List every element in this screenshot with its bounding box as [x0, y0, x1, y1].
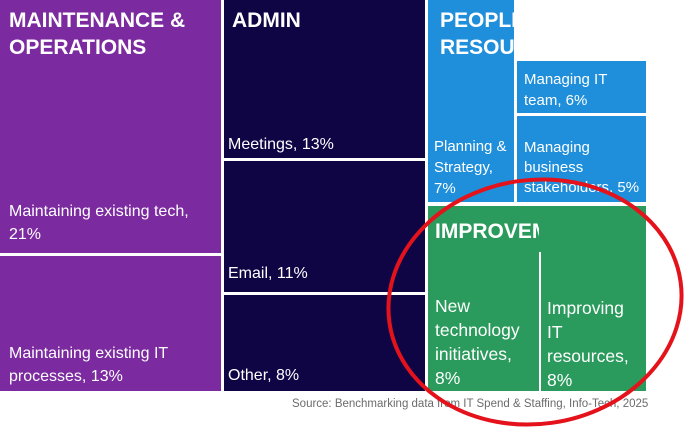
leaf-improving-it-resources: Improving IT resources, 8% — [541, 206, 646, 391]
group-title-admin: ADMIN — [232, 9, 301, 32]
leaf-managing-business-stakeholders: Managing business stakeholders, 5% — [517, 116, 646, 202]
leaf-new-technology-initiatives: IMPROVEMENT New technology initiatives, … — [428, 206, 591, 391]
leaf-managing-it-team: Managing IT team, 6% — [517, 61, 646, 113]
group-title-people-resources: PEOPLE & RESOURCES — [440, 9, 574, 59]
source-note: Source: Benchmarking data from IT Spend … — [292, 398, 649, 410]
leaf-label-email: Email, 11% — [228, 265, 308, 282]
improvement-header-fill — [539, 206, 541, 252]
leaf-label-managing-business-stakeholders: Managing business stakeholders, 5% — [524, 139, 640, 196]
leaf-label-maintaining-existing-tech: Maintaining existing tech, 21% — [9, 203, 189, 243]
leaf-maintaining-existing-it-processes: Maintaining existing IT processes, 13% — [0, 256, 221, 391]
leaf-meetings: ADMIN Meetings, 13% — [224, 0, 425, 158]
leaf-maintaining-existing-tech: MAINTENANCE & OPERATIONS Maintaining exi… — [0, 0, 221, 253]
leaf-label-improving-it-resources: Improving IT resources, 8% — [547, 298, 629, 390]
leaf-label-new-technology-initiatives: New technology initiatives, 8% — [435, 296, 520, 388]
leaf-label-managing-it-team: Managing IT team, 6% — [524, 71, 608, 109]
group-title-maintenance-operations: MAINTENANCE & OPERATIONS — [9, 9, 186, 59]
leaf-label-other: Other, 8% — [228, 367, 300, 384]
leaf-label-planning-strategy: Planning & Strategy, 7% — [434, 138, 507, 197]
leaf-email: Email, 11% — [224, 161, 425, 292]
leaf-label-maintaining-existing-it-processes: Maintaining existing IT processes, 13% — [9, 345, 168, 385]
leaf-other: Other, 8% — [224, 295, 425, 391]
leaf-planning-strategy: Planning & Strategy, 7% — [428, 0, 514, 202]
leaf-label-meetings: Meetings, 13% — [228, 136, 334, 153]
